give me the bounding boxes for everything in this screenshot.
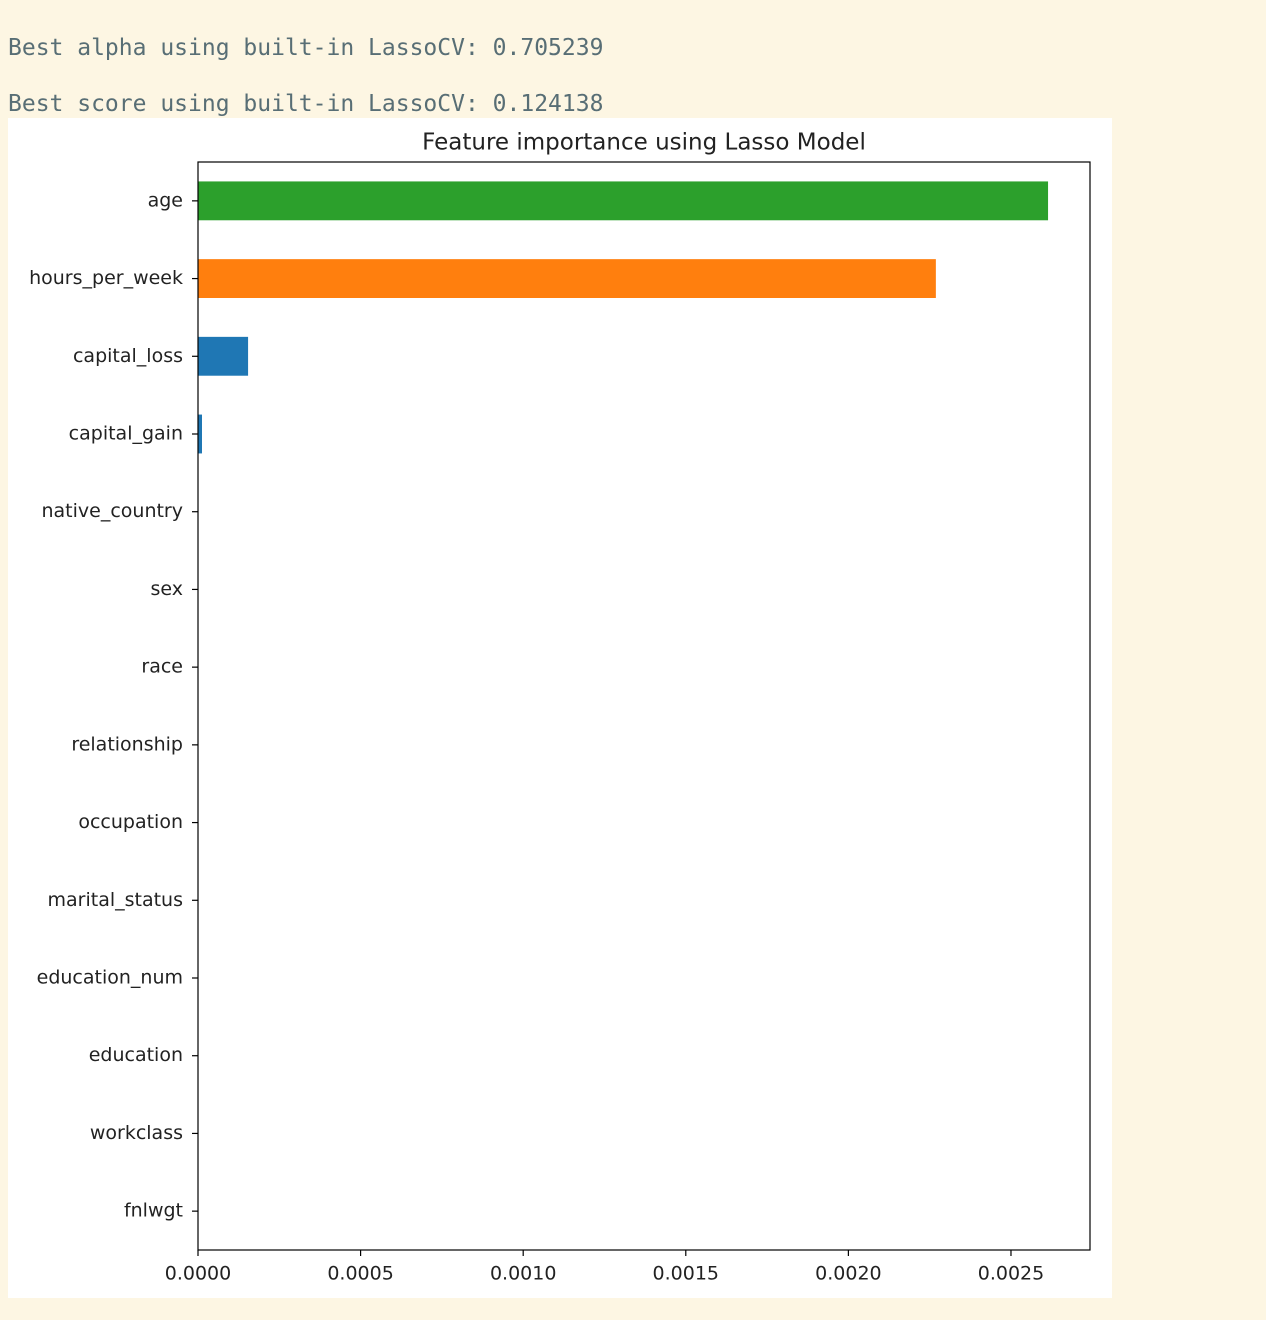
bar [198,336,249,376]
y-tick-label: sex [151,578,184,600]
y-tick-label: workclass [90,1122,183,1144]
y-tick-label: age [148,189,183,211]
y-tick-label: education [89,1044,183,1066]
chart-title: Feature importance using Lasso Model [422,130,866,156]
figure-background [8,118,1112,1298]
output-line: Best score using built-in LassoCV: 0.124… [8,91,604,117]
y-tick-label: race [141,656,183,678]
y-tick-label: marital_status [48,889,184,911]
y-tick-label: occupation [78,811,183,833]
bar [198,414,202,454]
y-tick-label: relationship [71,733,183,755]
y-tick-label: hours_per_week [29,267,183,289]
x-tick-label: 0.0020 [815,1263,881,1285]
y-tick-label: capital_gain [69,423,183,445]
bar [198,259,936,298]
x-tick-label: 0.0015 [653,1263,719,1285]
y-tick-label: fnlwgt [124,1200,183,1222]
y-tick-label: native_country [41,500,183,522]
x-tick-label: 0.0010 [490,1263,556,1285]
bar [198,181,1049,221]
x-tick-label: 0.0000 [165,1263,231,1285]
output-line: Best alpha using built-in LassoCV: 0.705… [8,35,604,61]
x-tick-label: 0.0025 [978,1263,1044,1285]
y-tick-label: education_num [37,967,183,989]
axes-frame [197,161,1091,1251]
x-tick-label: 0.0005 [327,1263,393,1285]
y-tick-label: capital_loss [73,345,183,367]
